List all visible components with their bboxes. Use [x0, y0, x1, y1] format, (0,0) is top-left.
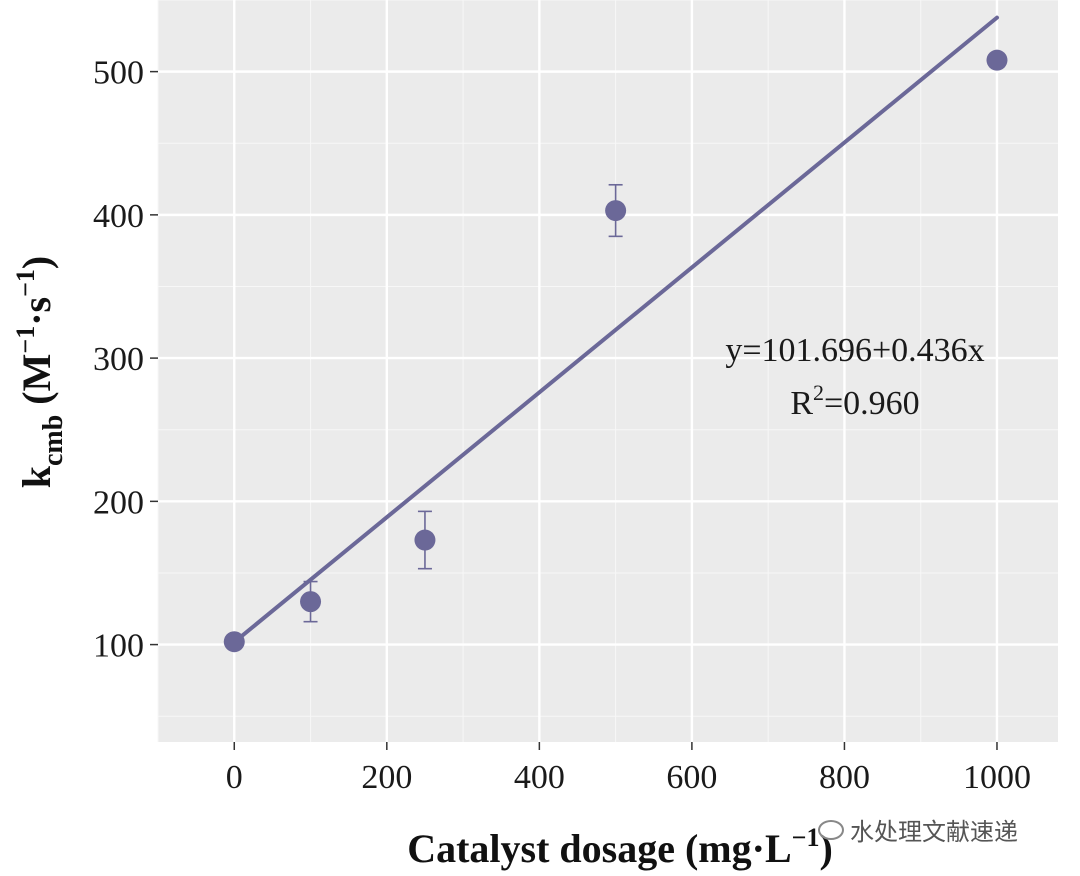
r-squared: R2=0.960: [790, 380, 919, 422]
data-point: [986, 49, 1008, 71]
data-point: [300, 591, 322, 613]
x-tick-labels: 0 200 400 600 800 1000: [226, 742, 1031, 796]
r-squared-prefix: R: [790, 385, 813, 422]
y-tick-label: 300: [93, 341, 144, 378]
x-tick-label: 1000: [963, 759, 1031, 796]
data-point: [223, 631, 245, 653]
x-tick-label: 600: [666, 759, 717, 796]
x-axis-title-sup: −1: [792, 823, 820, 852]
y-axis-title-sub: cmb: [38, 415, 69, 466]
x-axis-title: Catalyst dosage (mg·L−1): [407, 823, 833, 871]
fit-line: [232, 15, 999, 645]
y-tick-label: 400: [93, 198, 144, 235]
r-squared-sup: 2: [813, 380, 824, 405]
y-tick-labels: 100 200 300 400 500: [93, 55, 158, 665]
data-point: [414, 529, 436, 551]
y-axis-title-mid: ·s: [14, 297, 59, 326]
r-squared-value: =0.960: [824, 385, 920, 422]
y-axis-title: kcmb (M−1·s−1): [11, 256, 69, 489]
y-axis-title-close: ): [14, 256, 59, 269]
fit-equation: y=101.696+0.436x: [725, 332, 984, 369]
y-axis-title-main: k: [14, 465, 59, 488]
y-axis-title-sup2: −1: [11, 269, 40, 297]
x-tick-label: 200: [361, 759, 412, 796]
y-axis-title-unit: (M: [14, 354, 59, 415]
x-tick-label: 800: [819, 759, 870, 796]
plot-panel: [158, 0, 1058, 742]
y-tick-label: 100: [93, 628, 144, 665]
data-point: [605, 200, 627, 222]
y-tick-label: 500: [93, 55, 144, 92]
watermark: 水处理文献速递: [818, 812, 1018, 847]
watermark-text: 水处理文献速递: [850, 818, 1018, 846]
x-tick-label: 400: [514, 759, 565, 796]
minor-gridlines: [157, 0, 1058, 742]
major-gridlines: [158, 0, 1058, 742]
x-axis-title-main: Catalyst dosage (mg·L: [407, 826, 791, 871]
fit-layer: [232, 15, 999, 645]
wechat-icon: [818, 819, 844, 840]
x-tick-label: 0: [226, 759, 243, 796]
y-axis-title-sup1: −1: [11, 326, 40, 354]
y-tick-label: 200: [93, 484, 144, 521]
points-layer: [223, 49, 1008, 653]
